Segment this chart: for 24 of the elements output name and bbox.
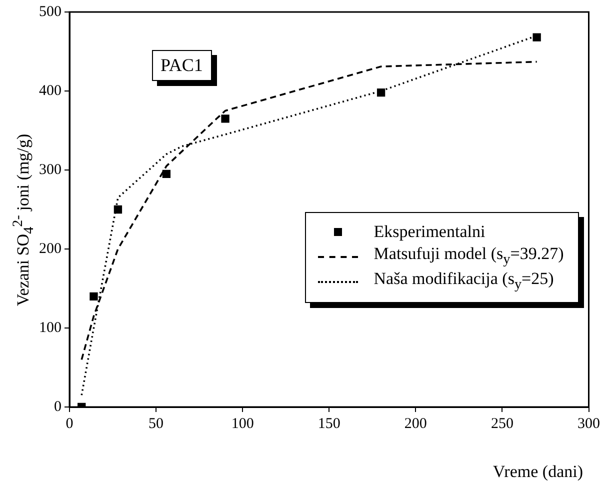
point <box>90 292 98 300</box>
y-tick-label: 200 <box>39 240 62 257</box>
x-axis-title: Vreme (dani) <box>492 462 583 482</box>
point <box>532 33 541 42</box>
y-tick-label: 100 <box>39 320 62 336</box>
legend-label: Matsufuji model (s$_{y}$=39.27) <box>374 244 564 269</box>
point <box>162 170 171 178</box>
y-tick-label: 0 <box>54 398 62 415</box>
annotation: PAC1 <box>152 50 212 81</box>
point <box>114 205 122 214</box>
legend-label: Eksperimentalni <box>374 222 486 242</box>
x-tick-label: 300 <box>578 416 600 432</box>
x-tick-label: 100 <box>231 416 254 432</box>
x-tick-label: 50 <box>148 416 164 432</box>
x-tick-label: 250 <box>490 416 514 432</box>
x-tick-label: 0 <box>66 416 74 432</box>
x-tick-label: 200 <box>404 416 427 432</box>
point <box>221 114 230 123</box>
y-tick-label: 400 <box>39 82 62 99</box>
y-tick-label: 300 <box>39 162 62 178</box>
legend-label: Naša modifikacija (s$_{y}$=25) <box>374 269 554 294</box>
x-tick-label: 150 <box>318 416 340 432</box>
y-tick-label: 500 <box>39 4 62 20</box>
point <box>376 88 386 97</box>
